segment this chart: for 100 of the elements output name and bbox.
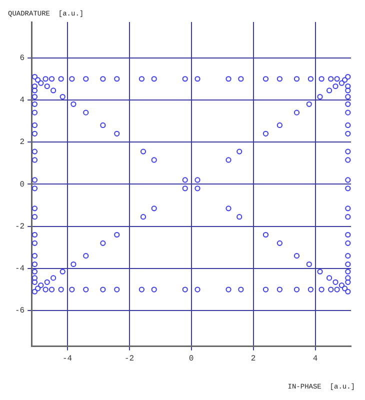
point <box>276 122 282 128</box>
point <box>58 76 64 82</box>
point <box>32 157 38 163</box>
point <box>226 157 232 163</box>
point <box>236 214 242 220</box>
point <box>32 275 38 281</box>
point <box>32 101 38 107</box>
point <box>50 275 56 281</box>
point <box>182 177 188 183</box>
point <box>83 76 89 82</box>
y-tick-label: 2 <box>20 138 25 148</box>
point <box>226 286 232 292</box>
point <box>345 288 351 294</box>
point <box>345 74 351 80</box>
point <box>308 286 314 292</box>
point <box>151 157 157 163</box>
point <box>338 80 344 86</box>
point <box>262 232 269 238</box>
point <box>38 282 44 288</box>
point <box>317 268 323 274</box>
point <box>345 261 351 268</box>
point <box>32 279 38 285</box>
point <box>32 110 38 116</box>
point <box>294 110 300 116</box>
point <box>345 232 351 238</box>
point <box>32 122 38 128</box>
point <box>328 286 334 292</box>
point <box>48 76 55 82</box>
point <box>182 286 188 292</box>
point <box>308 76 314 82</box>
point <box>194 286 200 292</box>
point <box>100 240 106 246</box>
point <box>294 286 300 292</box>
point <box>69 286 75 292</box>
point <box>140 148 146 154</box>
point <box>32 130 38 136</box>
point <box>83 286 89 292</box>
point <box>318 76 324 82</box>
point <box>32 232 38 238</box>
y-tick-label: -6 <box>14 306 25 316</box>
point <box>100 286 106 292</box>
point <box>342 77 348 83</box>
x-tick-label: 4 <box>312 354 318 364</box>
x-tick-label: 2 <box>250 354 256 364</box>
point <box>42 76 48 82</box>
point <box>151 206 157 212</box>
point <box>262 286 269 292</box>
point <box>32 186 38 192</box>
point <box>114 130 120 136</box>
point <box>262 76 269 82</box>
point <box>32 214 38 220</box>
x-tick-label: 0 <box>188 354 194 364</box>
point <box>114 286 120 292</box>
point <box>32 88 38 94</box>
point <box>32 268 38 274</box>
point <box>226 76 232 82</box>
point <box>32 148 38 154</box>
point <box>345 122 351 128</box>
point <box>345 94 351 100</box>
point <box>334 76 340 82</box>
point <box>151 286 157 292</box>
point <box>42 286 48 292</box>
point <box>345 157 351 163</box>
point <box>32 206 38 212</box>
point <box>50 88 56 94</box>
point <box>32 177 38 183</box>
point <box>345 88 351 94</box>
point <box>32 83 38 90</box>
point <box>345 148 351 154</box>
point <box>332 279 338 285</box>
point <box>334 286 340 292</box>
point <box>35 286 41 292</box>
point <box>294 253 300 259</box>
point <box>342 286 348 292</box>
point <box>345 186 351 192</box>
y-tick-label: -2 <box>14 222 25 232</box>
x-tick-label: -4 <box>62 354 72 364</box>
point <box>345 240 351 246</box>
point <box>182 76 188 82</box>
point <box>32 288 38 294</box>
point <box>182 186 188 192</box>
y-tick-label: 0 <box>20 180 25 190</box>
point <box>317 94 323 100</box>
point <box>276 76 282 82</box>
y-tick-label: 4 <box>20 96 25 106</box>
x-tick-label: -2 <box>124 354 134 364</box>
point <box>58 286 64 292</box>
point <box>114 76 120 82</box>
point <box>44 83 50 90</box>
point <box>326 275 332 281</box>
point <box>345 206 351 212</box>
point <box>151 76 157 82</box>
point <box>238 286 244 292</box>
point <box>70 101 76 107</box>
point <box>345 214 351 220</box>
point <box>138 286 144 292</box>
point <box>32 261 38 268</box>
point <box>48 286 55 292</box>
point <box>306 261 312 268</box>
point <box>262 130 269 136</box>
